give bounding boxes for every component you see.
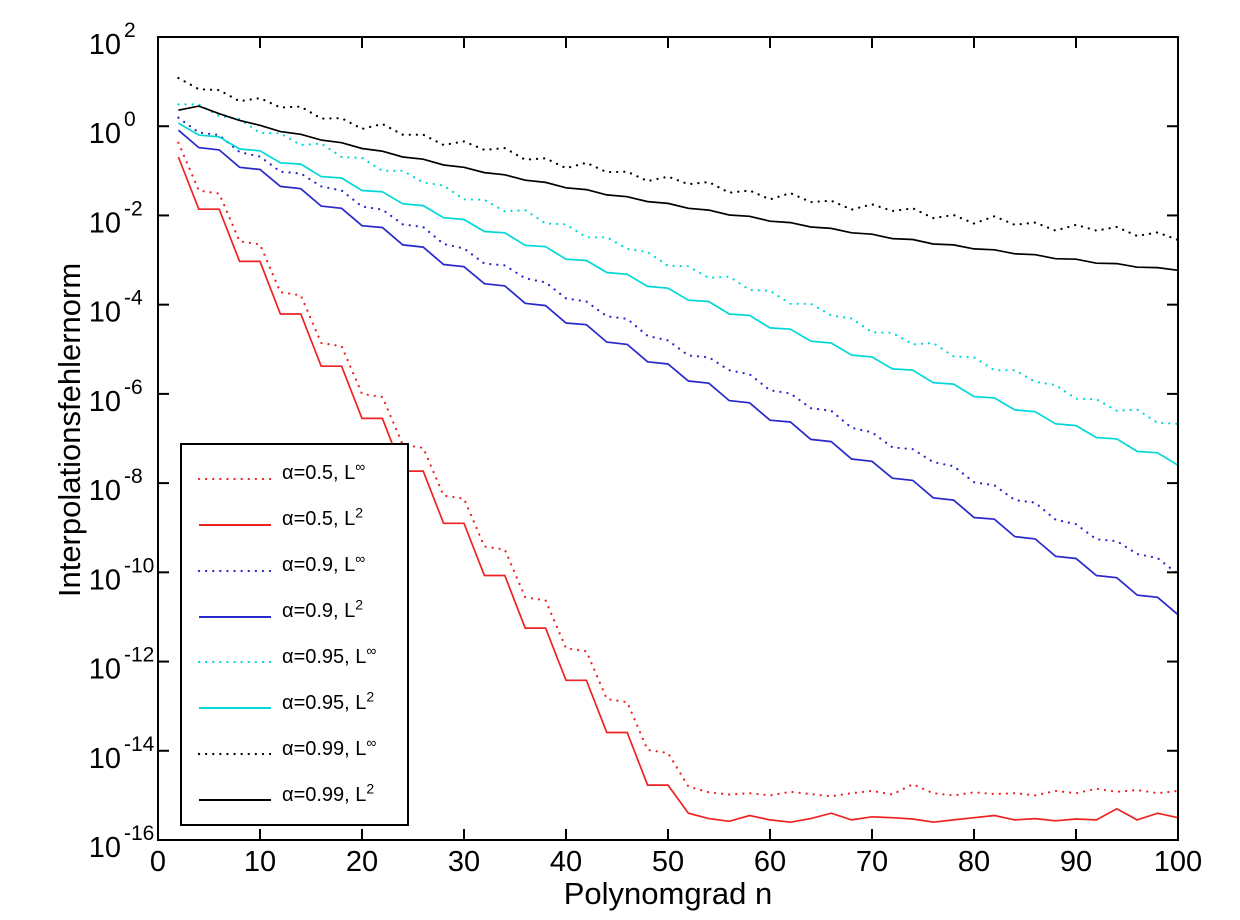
legend-line-sample [197,562,273,572]
legend: α=0.5, L∞ α=0.5, L2 α=0.9, L∞ α=0.9, L2 … [180,443,409,826]
legend-entry: α=0.9, L2 [182,596,407,623]
y-tick-label-exponent: -16 [124,822,154,845]
legend-entry: α=0.5, L2 [182,504,407,531]
y-axis-label: Interpolationsfehlernorm [52,262,87,598]
series-line-alpha-0.5-Linf [177,141,1180,798]
y-tick-label-base: 10 [89,29,121,61]
series-line-alpha-0.99-L2 [178,105,1179,272]
legend-line-sample [197,470,273,481]
y-tick-label-exponent: -2 [124,197,143,220]
legend-label: α=0.9, L∞ [282,550,366,577]
y-tick-label-exponent: 2 [124,19,136,42]
legend-sample-line-alpha-0.5-L2 [199,523,271,526]
series-line-alpha-0.95-L2 [177,122,1179,467]
legend-line-sample [198,699,272,710]
y-tick-label-base: 10 [89,207,121,239]
legend-line-sample [197,653,273,664]
series-line-alpha-0.9-L2 [177,129,1179,616]
y-tick-label-base: 10 [89,475,121,507]
legend-sample-line-alpha-0.9-L2 [199,615,271,618]
x-tick-label: 40 [550,846,582,878]
x-axis-label: Polynomgrad n [563,876,773,911]
x-tick-label: 0 [150,846,166,878]
legend-sample-line-alpha-0.9-Linf [197,569,273,572]
legend-label: α=0.9, L2 [282,596,364,623]
y-tick-label-exponent: 0 [124,108,136,131]
x-tick-label: 60 [754,846,786,878]
legend-entry: α=0.99, L2 [182,779,407,807]
y-tick-label-base: 10 [89,386,121,418]
x-tick-label: 50 [652,846,684,878]
series-line-alpha-0.99-Linf [177,76,1180,242]
x-tick-label: 100 [1154,846,1202,878]
legend-sample-line-alpha-0.5-Linf [197,477,273,481]
legend-label: α=0.5, L2 [282,504,364,531]
legend-line-sample [198,516,272,526]
legend-sample-line-alpha-0.95-L2 [199,707,271,710]
legend-entry: α=0.9, L∞ [182,550,407,577]
legend-line-sample [198,608,272,618]
legend-line-sample [198,791,272,802]
legend-entry: α=0.5, L∞ [182,458,407,485]
y-tick-label-base: 10 [89,743,121,775]
legend-label: α=0.95, L∞ [282,642,377,668]
y-tick-label-exponent: -14 [124,733,155,756]
y-tick-label-exponent: -4 [124,287,143,310]
x-tick-label: 10 [244,846,276,878]
legend-sample-line-alpha-0.99-Linf [197,753,273,756]
y-tick-label-base: 10 [89,654,121,686]
legend-entry: α=0.99, L∞ [182,734,407,761]
y-tick-label-base: 10 [89,564,121,596]
y-tick-label-exponent: -10 [124,554,154,577]
legend-label: α=0.99, L∞ [282,734,377,760]
legend-sample-line-alpha-0.99-L2 [199,799,271,802]
y-tick-label-base: 10 [89,118,121,150]
y-tick-label-exponent: -8 [124,465,143,488]
legend-entry: α=0.95, L2 [182,688,407,715]
x-tick-label: 90 [1060,846,1092,878]
series-line-alpha-0.9-Linf [177,116,1180,576]
legend-sample-line-alpha-0.95-Linf [197,661,273,664]
x-tick-label: 30 [448,846,480,878]
x-tick-label: 80 [958,846,990,878]
legend-label: α=0.95, L2 [282,688,375,714]
y-tick-label-base: 10 [89,297,121,329]
legend-label: α=0.5, L∞ [282,458,366,485]
x-tick-label: 70 [856,846,888,878]
x-tick-label: 20 [346,846,378,878]
legend-label: α=0.99, L2 [282,779,375,806]
legend-line-sample [197,745,273,756]
series-line-alpha-0.95-Linf [177,103,1180,425]
legend-entry: α=0.95, L∞ [182,642,407,669]
series-line-alpha-0.5-L2 [177,156,1179,824]
y-tick-label-exponent: -6 [124,376,143,399]
y-tick-label-base: 10 [89,832,121,864]
y-tick-label-exponent: -12 [124,644,154,667]
